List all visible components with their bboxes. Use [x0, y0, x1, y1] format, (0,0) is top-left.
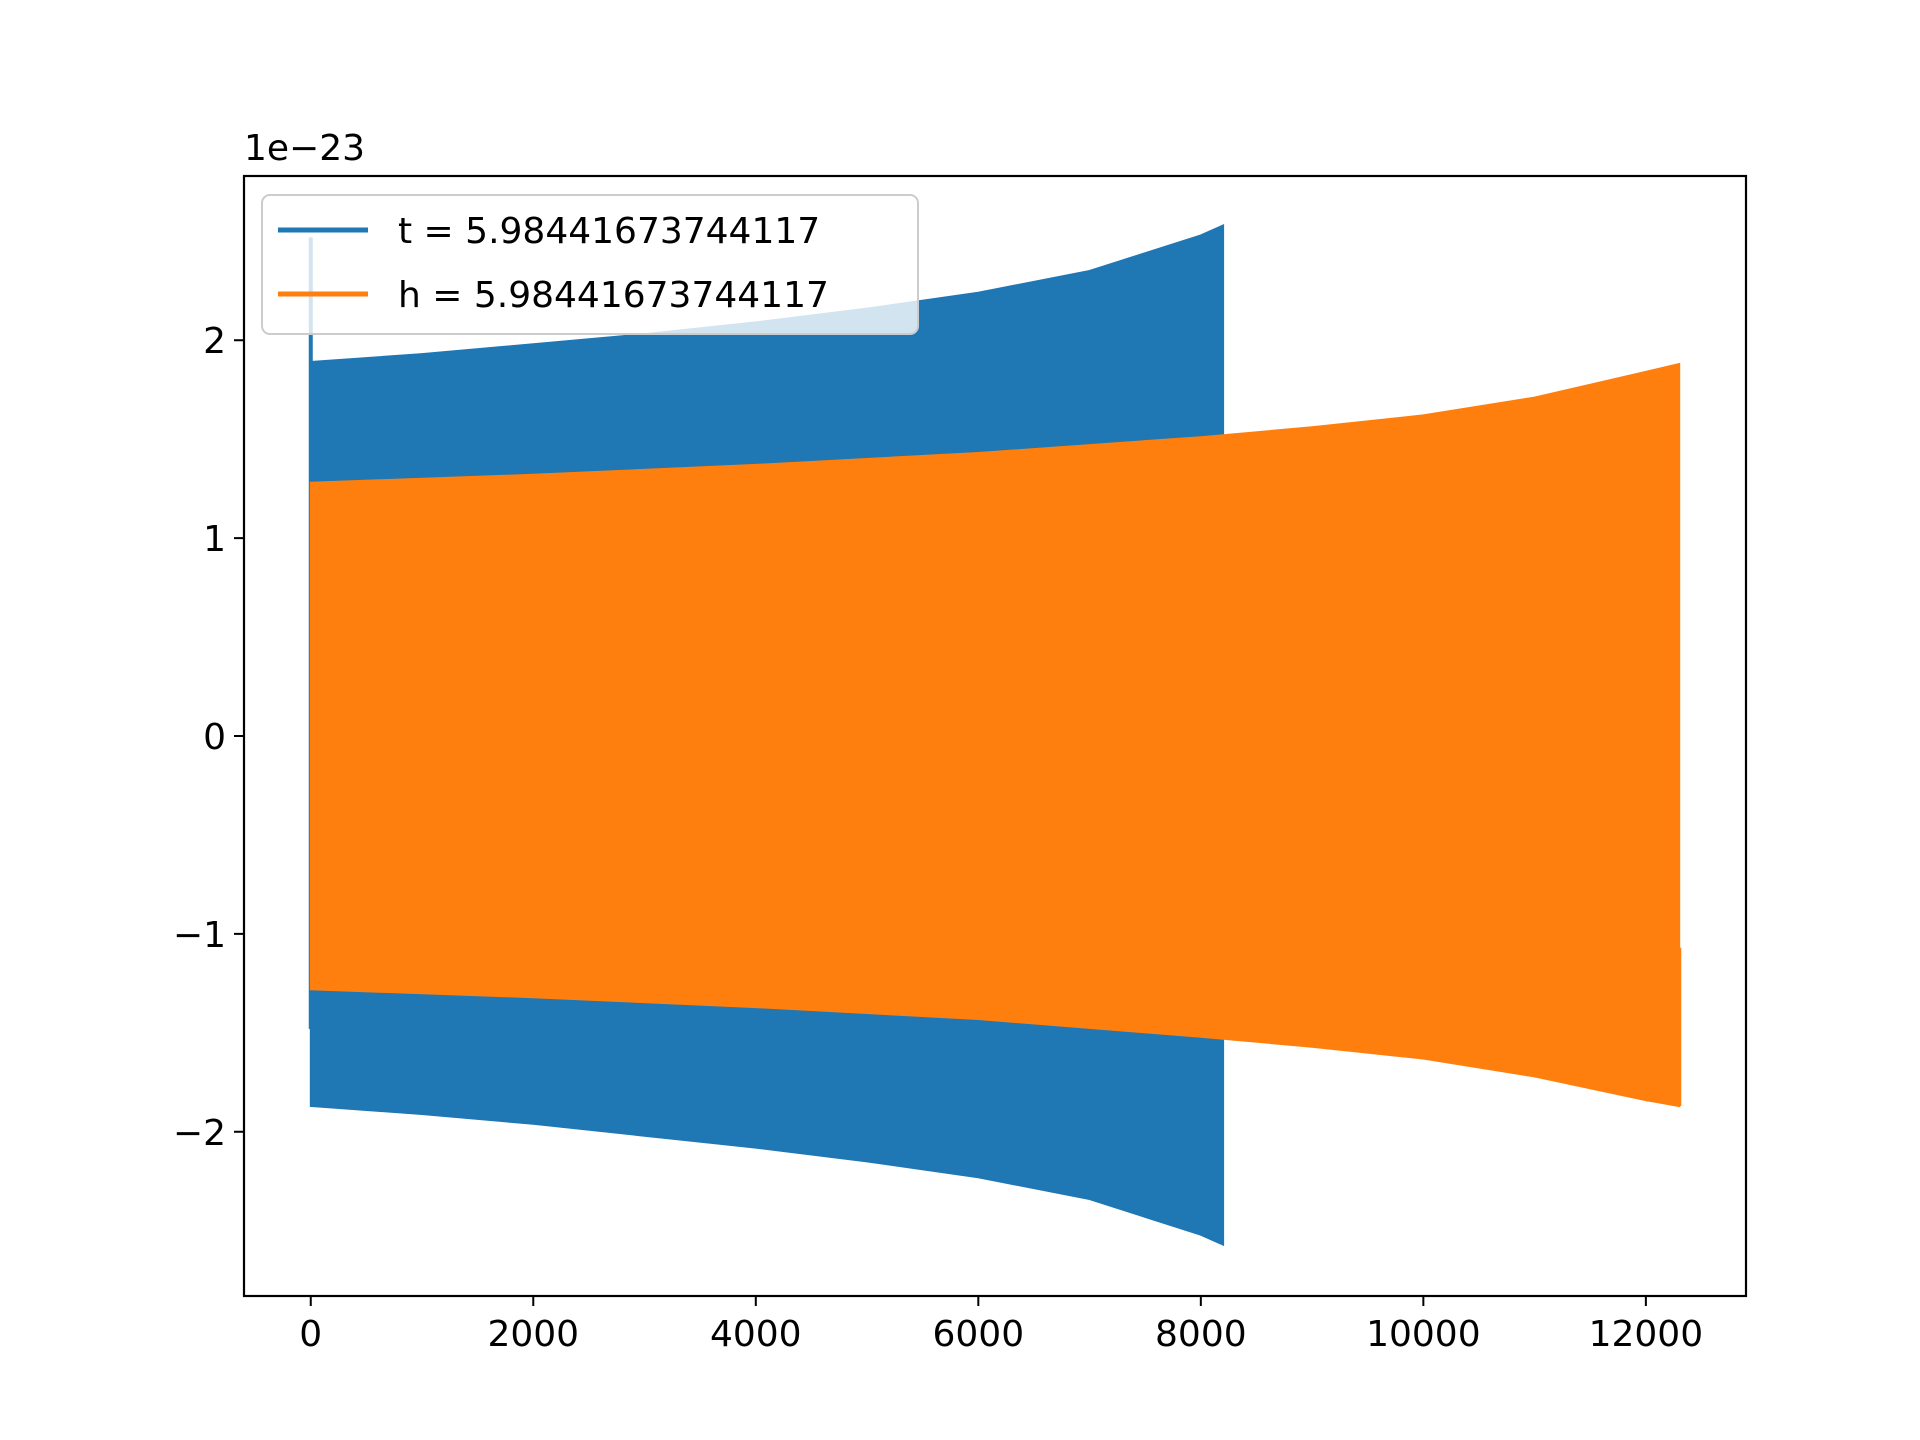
y-axis: −2 −1 0 1 2 [173, 321, 244, 1154]
x-tick-label: 10000 [1366, 1314, 1481, 1355]
x-tick-label: 4000 [710, 1314, 802, 1355]
x-tick-label: 6000 [932, 1314, 1024, 1355]
legend-label-h: h = 5.98441673744117 [398, 275, 829, 316]
x-tick-label: 8000 [1155, 1314, 1247, 1355]
x-axis: 0 2000 4000 6000 8000 10000 12000 [299, 1296, 1703, 1355]
x-tick-label: 12000 [1589, 1314, 1704, 1355]
y-tick-label: 0 [203, 717, 226, 758]
legend-label-t: t = 5.98441673744117 [398, 211, 820, 252]
series-layer [308, 223, 1682, 1247]
series-h-waveform [309, 362, 1681, 1108]
x-tick-label: 2000 [487, 1314, 579, 1355]
y-offset-label: 1e−23 [244, 128, 365, 169]
y-tick-label: 2 [203, 321, 226, 362]
x-tick-label: 0 [299, 1314, 322, 1355]
y-tick-label: −2 [173, 1113, 226, 1154]
y-tick-label: 1 [203, 519, 226, 560]
y-tick-label: −1 [173, 915, 226, 956]
legend-box [261, 194, 919, 335]
legend: t = 5.98441673744117 h = 5.9844167374411… [261, 194, 919, 335]
plot-area [308, 223, 1682, 1247]
